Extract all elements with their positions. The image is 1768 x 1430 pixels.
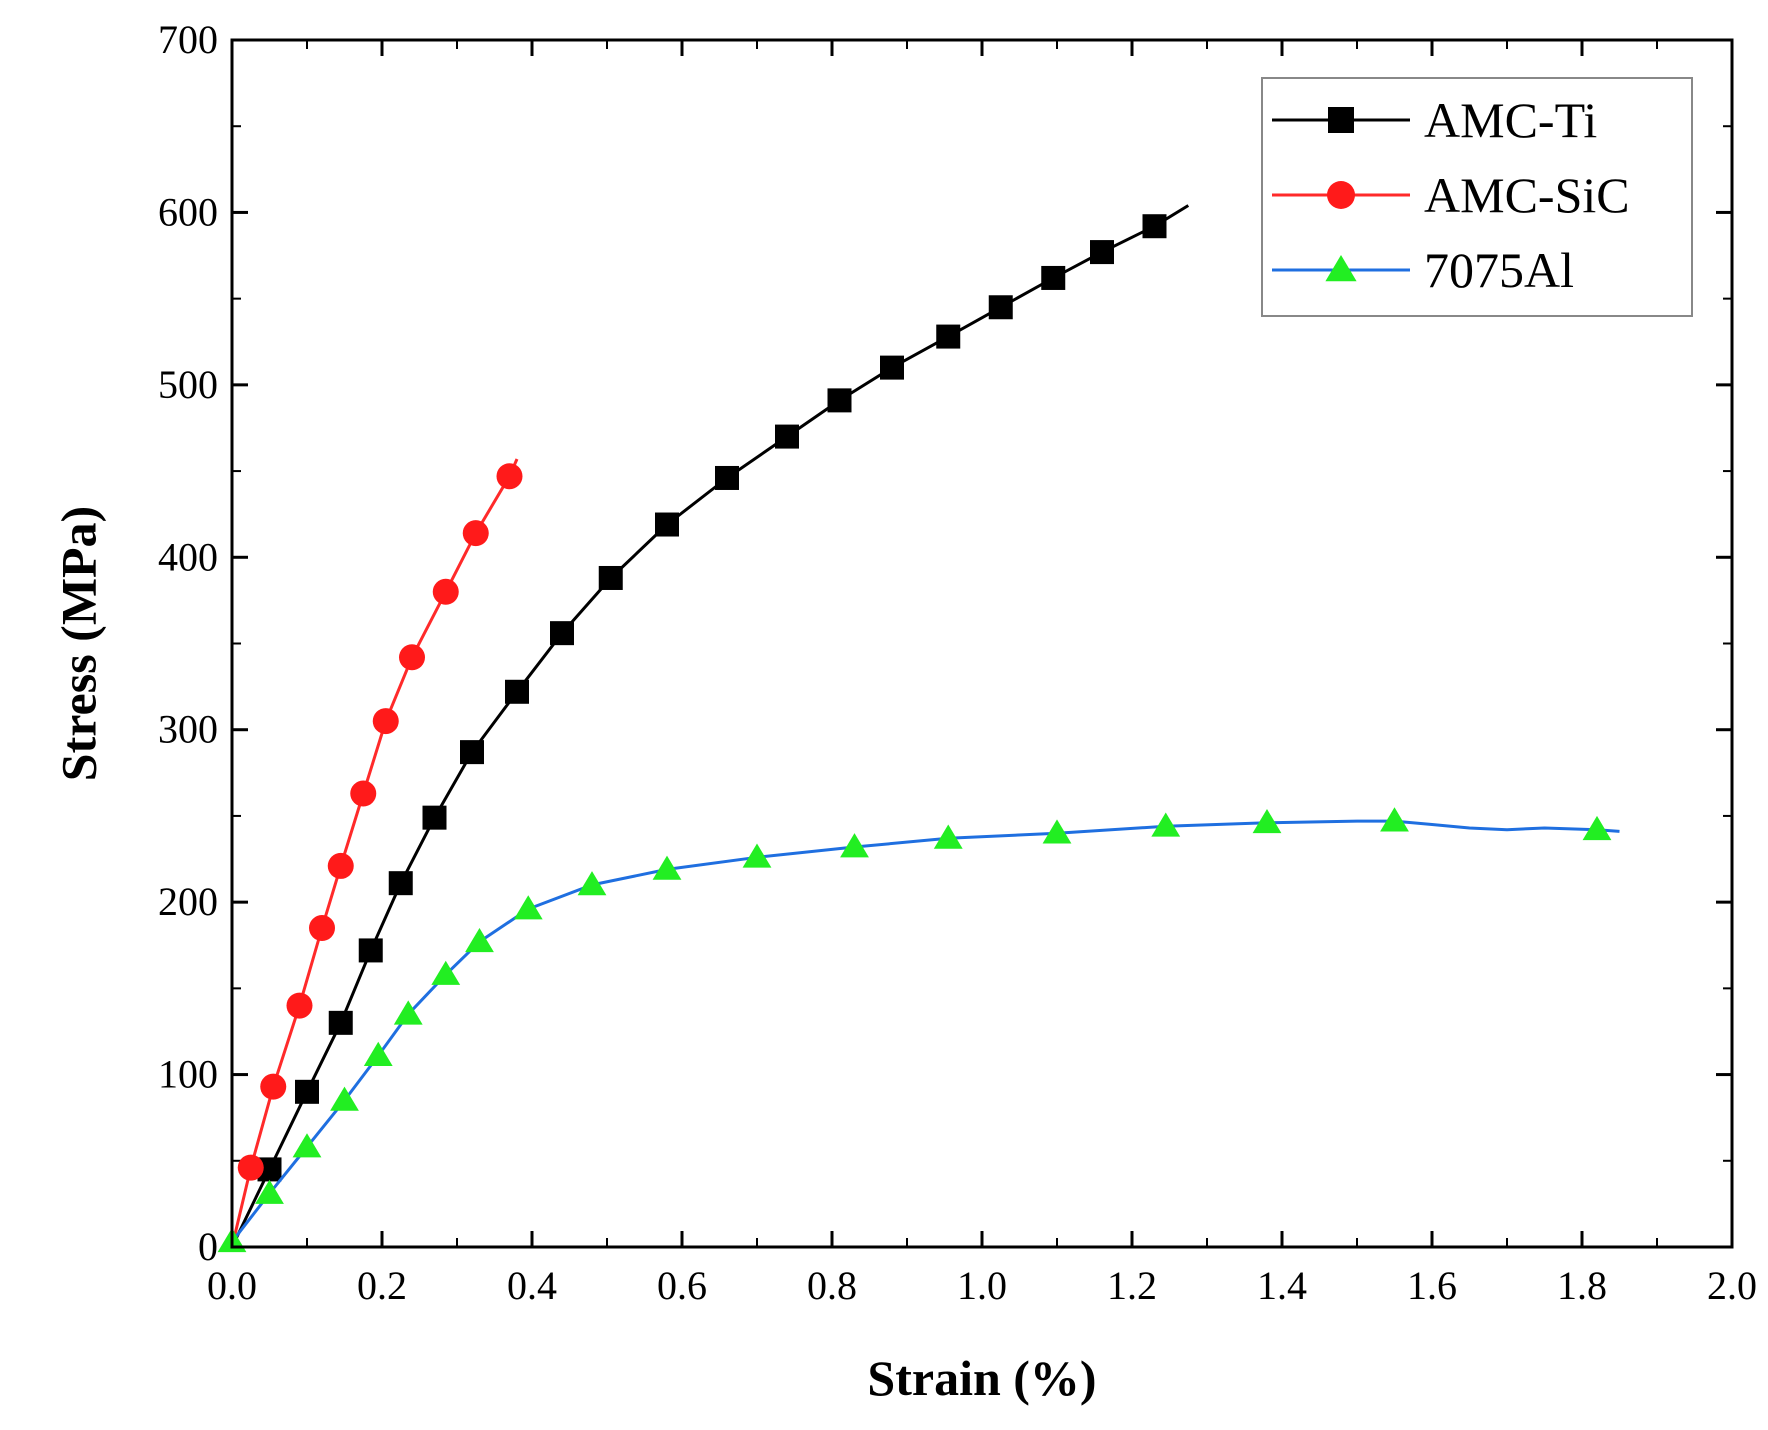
point-7075al [1252, 809, 1282, 834]
legend-marker-amc-ti [1328, 107, 1354, 133]
point-amc-ti [655, 512, 679, 537]
point-amc-sic [399, 644, 425, 671]
point-amc-sic [350, 780, 377, 807]
x-tick-label: 1.8 [1557, 1263, 1607, 1308]
point-amc-ti [460, 740, 484, 765]
point-7075al [742, 843, 772, 868]
tick-labels: 0.0 0.2 0.4 0.6 0.8 1.0 1.2 1.4 1.6 1.8 2.0 0 100 200… [158, 17, 1757, 1308]
series-amc-sic [230, 458, 523, 1248]
point-amc-sic [260, 1073, 287, 1100]
series-line-7075al [230, 819, 1620, 1243]
point-7075al [431, 960, 461, 985]
point-7075al [363, 1041, 393, 1066]
y-axis-title: Stress (MPa) [51, 506, 107, 781]
series-amc-ti [230, 204, 1190, 1248]
point-amc-ti [936, 324, 961, 349]
point-7075al [840, 833, 869, 858]
y-tick-label: 300 [158, 707, 218, 752]
x-tick-label: 0.6 [657, 1263, 707, 1308]
point-7075al [513, 895, 543, 920]
legend-entries: AMC-Ti AMC-SiC 7075Al [1272, 92, 1630, 298]
legend-entry-7075al: 7075Al [1272, 242, 1574, 298]
x-tick-label: 1.0 [957, 1263, 1007, 1308]
series-layer [217, 204, 1620, 1253]
series-line-amc-ti [230, 204, 1190, 1248]
point-amc-ti [1142, 214, 1167, 239]
point-amc-ti [827, 388, 852, 413]
legend-marker-amc-sic [1327, 181, 1355, 209]
y-tick-label: 200 [158, 879, 218, 924]
point-amc-ti [775, 424, 799, 449]
point-7075al [330, 1086, 359, 1111]
plot-area-frame [230, 38, 1734, 1249]
legend-entry-amc-sic: AMC-SiC [1272, 167, 1630, 223]
point-7075al [292, 1133, 322, 1158]
point-7075al [1582, 815, 1612, 841]
point-amc-sic [496, 463, 523, 490]
point-amc-ti [550, 621, 574, 646]
x-tick-label: 1.4 [1257, 1263, 1307, 1308]
point-amc-sic [286, 992, 313, 1019]
x-tick-label: 0.8 [807, 1263, 857, 1308]
point-7075al [1151, 812, 1181, 837]
legend: AMC-Ti AMC-SiC 7075Al [1261, 77, 1693, 317]
point-7075al [465, 928, 494, 953]
point-7075al [255, 1179, 284, 1204]
point-amc-ti [598, 565, 623, 590]
y-tick-label: 400 [158, 534, 218, 579]
point-amc-ti [358, 938, 383, 963]
series-line-amc-sic [230, 458, 519, 1248]
point-amc-ti [388, 871, 413, 896]
point-amc-ti [1041, 265, 1066, 290]
point-amc-ti [715, 465, 739, 490]
point-amc-ti [505, 679, 529, 704]
y-tick-label: 500 [158, 362, 218, 407]
legend-marker-7075al [1325, 255, 1357, 282]
point-7075al [652, 855, 682, 880]
legend-label-amc-sic: AMC-SiC [1424, 167, 1630, 223]
point-amc-sic [462, 520, 489, 547]
x-axis-title: Strain (%) [867, 1350, 1096, 1406]
point-amc-ti [1090, 240, 1114, 265]
x-tick-label: 1.6 [1407, 1263, 1457, 1308]
point-amc-ti [988, 295, 1013, 320]
point-amc-ti [295, 1079, 319, 1104]
legend-label-amc-ti: AMC-Ti [1424, 92, 1597, 148]
x-tick-label: 1.2 [1107, 1263, 1157, 1308]
point-amc-sic [432, 578, 459, 605]
point-amc-ti [328, 1010, 353, 1035]
series-7075al [217, 807, 1620, 1253]
point-7075al [1380, 807, 1409, 832]
point-amc-ti [880, 355, 904, 380]
x-tick-label: 2.0 [1707, 1263, 1757, 1308]
point-amc-sic [309, 915, 335, 942]
legend-entry-amc-ti: AMC-Ti [1272, 92, 1597, 148]
y-tick-label: 600 [158, 189, 218, 234]
point-amc-sic [327, 852, 354, 879]
point-7075al [933, 824, 963, 849]
point-7075al [393, 1000, 423, 1025]
x-tick-label: 0.4 [507, 1263, 557, 1308]
x-tick-label: 0.0 [207, 1263, 257, 1308]
point-7075al [577, 871, 607, 896]
point-7075al [1042, 819, 1072, 844]
y-tick-label: 0 [198, 1224, 218, 1269]
point-amc-ti [422, 805, 447, 830]
legend-label-7075al: 7075Al [1424, 242, 1574, 298]
point-amc-sic [237, 1154, 264, 1181]
y-tick-label: 100 [158, 1052, 218, 1097]
y-tick-label: 700 [158, 17, 218, 62]
x-tick-label: 0.2 [357, 1263, 407, 1308]
point-amc-sic [372, 708, 399, 735]
